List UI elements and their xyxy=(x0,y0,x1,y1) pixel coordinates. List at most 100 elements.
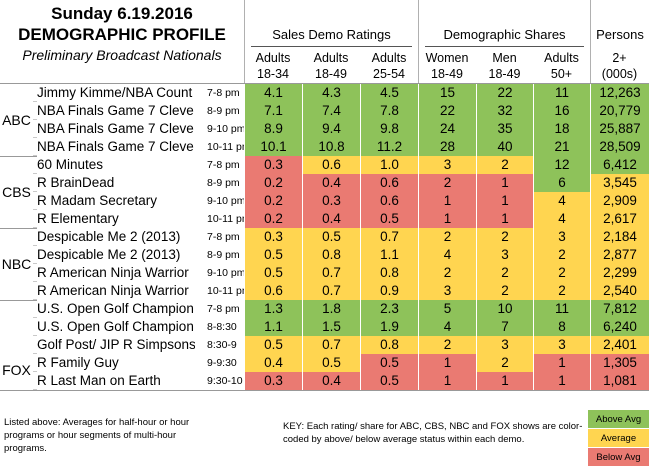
rating-cell: 0.8 xyxy=(360,264,418,282)
program-name: Despicable Me 2 (2013) xyxy=(37,246,195,264)
time-slot: 7-8 pm xyxy=(195,300,253,318)
col-header-persons: 2+ (000s) xyxy=(601,51,638,81)
time-slot: 9-9:30 xyxy=(195,354,253,372)
rating-cell: 15 xyxy=(418,84,476,102)
rating-cell: 2 xyxy=(476,282,533,300)
rating-cell: 1 xyxy=(418,210,476,228)
rating-cell: 28,509 xyxy=(590,138,649,156)
rating-cell: 4.5 xyxy=(360,84,418,102)
rating-cell: 0.2 xyxy=(244,174,302,192)
table-row: NBA Finals Game 7 Cleve 10-11 pm 10.1 10.8 1… xyxy=(33,138,649,156)
network-cbs: CBS xyxy=(2,184,31,200)
rating-cell: 9.8 xyxy=(360,120,418,138)
table-row: Despicable Me 2 (2013) 8-9 pm 0.5 0.8 1.1 4 3 2… xyxy=(33,246,649,264)
rating-cell: 1,305 xyxy=(590,354,649,372)
rating-cell: 22 xyxy=(418,102,476,120)
time-slot: 8:30-9 xyxy=(195,336,253,354)
rating-cell: 1.8 xyxy=(302,300,360,318)
time-slot: 10-11 pm xyxy=(195,138,253,156)
rating-cell: 0.9 xyxy=(360,282,418,300)
table-row: Despicable Me 2 (2013) 7-8 pm 0.3 0.5 0.7 2 2 3… xyxy=(33,228,649,246)
rating-cell: 9.4 xyxy=(302,120,360,138)
rating-cell: 0.8 xyxy=(302,246,360,264)
rating-cell: 2,401 xyxy=(590,336,649,354)
rating-cell: 1.5 xyxy=(302,318,360,336)
program-name: NBA Finals Game 7 Cleve xyxy=(37,102,195,120)
color-key-note: KEY: Each rating/ share for ABC, CBS, NB… xyxy=(283,421,583,445)
program-name: NBA Finals Game 7 Cleve xyxy=(37,120,195,138)
table-row: NBA Finals Game 7 Cleve 9-10 pm 8.9 9.4 9.8 2… xyxy=(33,120,649,138)
col-header-a18-49: Adults 18-49 xyxy=(313,51,349,81)
network-abc: ABC xyxy=(2,112,31,128)
rating-cell: 4 xyxy=(533,210,590,228)
rating-cell: 0.6 xyxy=(360,174,418,192)
program-name: U.S. Open Golf Champion xyxy=(37,300,195,318)
rating-cell: 0.6 xyxy=(302,156,360,174)
report-title: DEMOGRAPHIC PROFILE xyxy=(18,25,226,44)
rating-cell: 0.3 xyxy=(302,192,360,210)
rating-cell: 2.3 xyxy=(360,300,418,318)
rating-cell: 1 xyxy=(418,372,476,390)
rating-cell: 7.4 xyxy=(302,102,360,120)
time-slot: 10-11 pm xyxy=(195,210,253,228)
rating-cell: 32 xyxy=(476,102,533,120)
rating-cell: 0.4 xyxy=(302,372,360,390)
rating-cell: 10.8 xyxy=(302,138,360,156)
rating-cell: 2 xyxy=(418,264,476,282)
rating-cell: 35 xyxy=(476,120,533,138)
table-row: U.S. Open Golf Champion 8-8:30 1.1 1.5 1.9 4 7… xyxy=(33,318,649,336)
program-name: R American Ninja Warrior xyxy=(37,282,195,300)
rating-cell: 0.5 xyxy=(244,246,302,264)
time-slot: 8-9 pm xyxy=(195,246,253,264)
rating-cell: 1 xyxy=(418,354,476,372)
program-name: R Madam Secretary xyxy=(37,192,195,210)
time-slot: 8-8:30 xyxy=(195,318,253,336)
rating-cell: 1 xyxy=(533,372,590,390)
rating-cell: 0.8 xyxy=(360,336,418,354)
program-name: R American Ninja Warrior xyxy=(37,264,195,282)
rating-cell: 7,812 xyxy=(590,300,649,318)
rating-cell: 0.6 xyxy=(360,192,418,210)
rating-cell: 0.4 xyxy=(244,354,302,372)
shares-group: Demographic Shares xyxy=(418,0,590,83)
rating-cell: 25,887 xyxy=(590,120,649,138)
color-legend: Above Avg Average Below Avg xyxy=(588,410,649,467)
sales-demo-title: Sales Demo Ratings xyxy=(272,27,391,42)
col-header-w18-49: Women 18-49 xyxy=(425,51,469,81)
program-name: R Elementary xyxy=(37,210,195,228)
rating-cell: 16 xyxy=(533,102,590,120)
rating-cell: 2 xyxy=(418,228,476,246)
legend-average: Average xyxy=(588,429,649,448)
rating-cell: 12,263 xyxy=(590,84,649,102)
rating-cell: 2 xyxy=(476,264,533,282)
col-header-m18-49: Men 18-49 xyxy=(488,51,521,81)
legend-above: Above Avg xyxy=(588,410,649,429)
legend-below: Below Avg xyxy=(588,448,649,467)
network-fox: FOX xyxy=(2,362,31,378)
rating-cell: 0.5 xyxy=(302,228,360,246)
rating-cell: 0.2 xyxy=(244,210,302,228)
time-slot: 10-11 pm xyxy=(195,282,253,300)
rating-cell: 6,240 xyxy=(590,318,649,336)
rating-cell: 3 xyxy=(533,336,590,354)
rating-cell: 3 xyxy=(476,336,533,354)
rating-cell: 1.3 xyxy=(244,300,302,318)
program-name: 60 Minutes xyxy=(37,156,195,174)
rating-cell: 4.1 xyxy=(244,84,302,102)
rating-cell: 3 xyxy=(533,228,590,246)
rating-cell: 4.3 xyxy=(302,84,360,102)
rating-cell: 4 xyxy=(418,246,476,264)
rating-cell: 2 xyxy=(476,228,533,246)
rating-cell: 7.8 xyxy=(360,102,418,120)
rating-cell: 3 xyxy=(418,156,476,174)
rating-cell: 2 xyxy=(476,156,533,174)
time-slot: 9-10 pm xyxy=(195,120,253,138)
rating-cell: 1 xyxy=(476,174,533,192)
rating-cell: 0.2 xyxy=(244,192,302,210)
rating-cell: 1.9 xyxy=(360,318,418,336)
rating-cell: 0.6 xyxy=(244,282,302,300)
rating-cell: 1 xyxy=(418,192,476,210)
rating-cell: 40 xyxy=(476,138,533,156)
program-name: R Last Man on Earth xyxy=(37,372,195,390)
time-slot: 8-9 pm xyxy=(195,174,253,192)
